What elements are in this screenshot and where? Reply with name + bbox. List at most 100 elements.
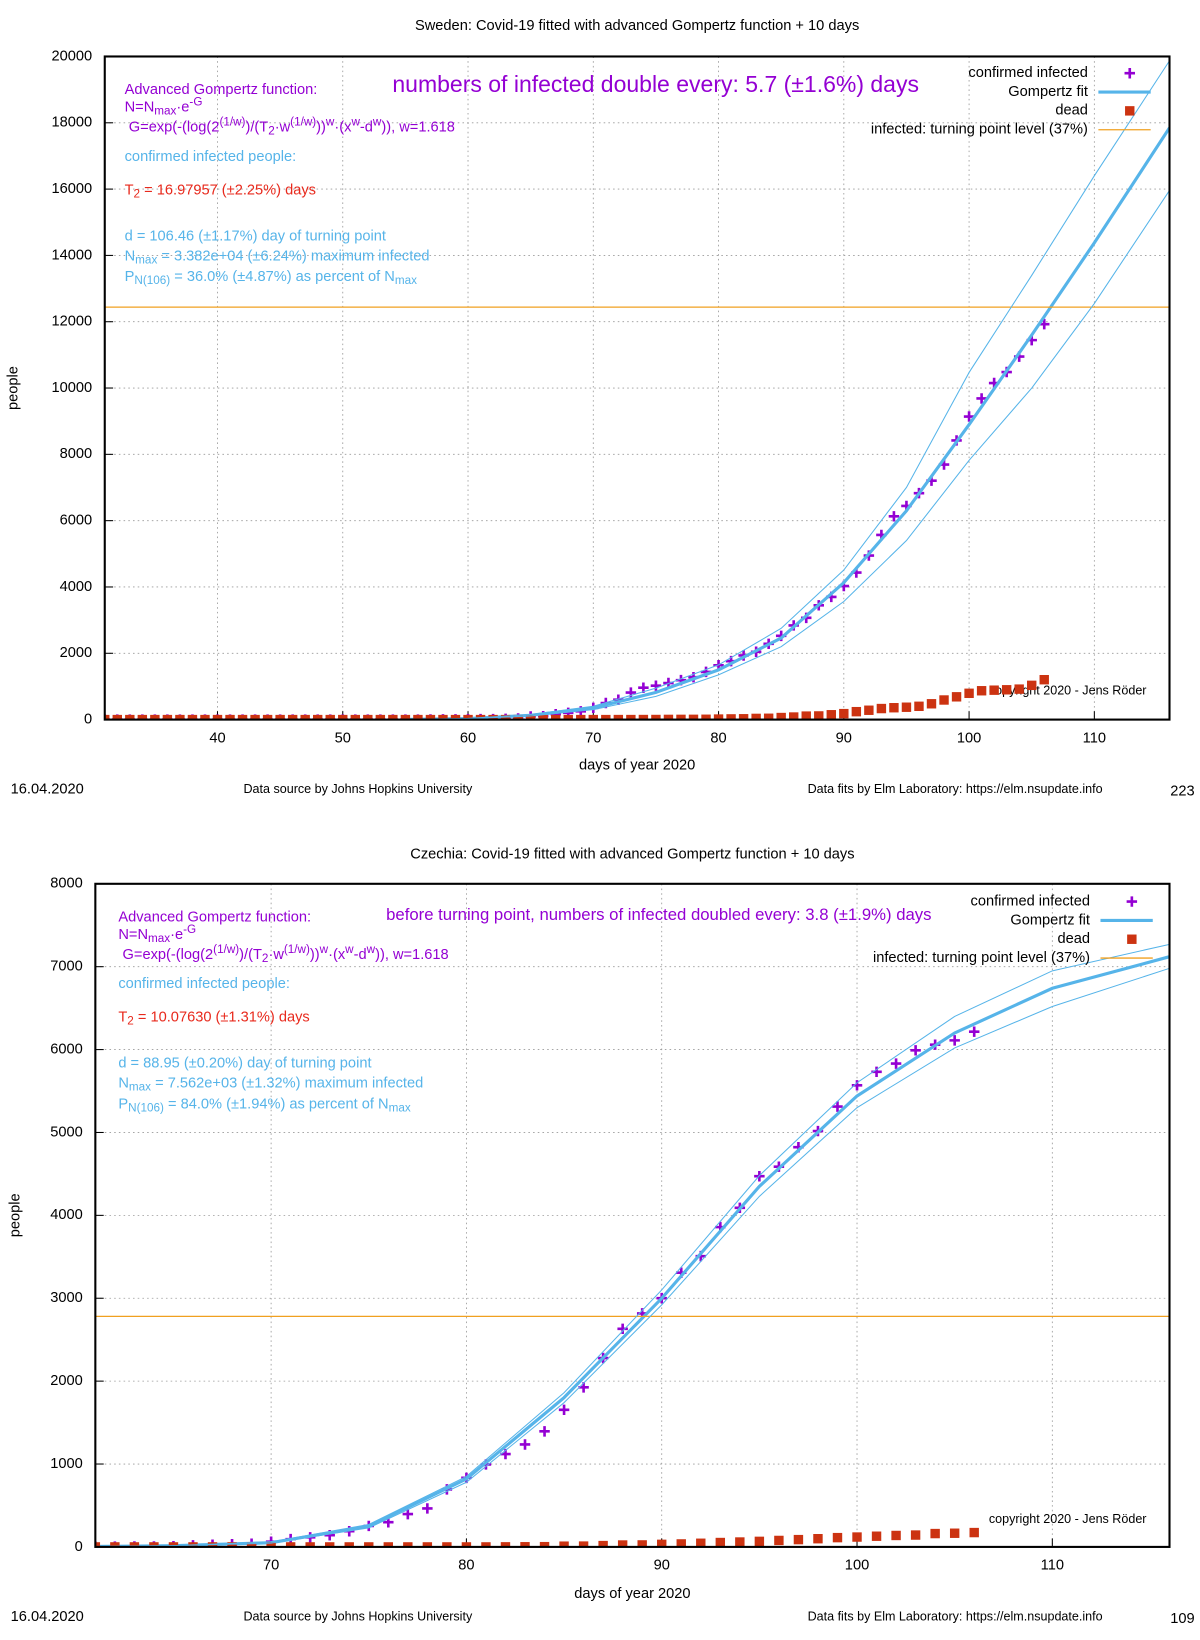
dead-point <box>104 714 110 720</box>
dead-point <box>930 1528 940 1539</box>
annotation-text: ·(x <box>334 119 352 135</box>
annotation-sup: (1/w) <box>219 115 245 128</box>
legend-label: confirmed infected <box>971 893 1090 909</box>
dead-point <box>200 714 210 720</box>
annotation-sup: w <box>344 943 354 956</box>
dead-point <box>926 699 937 709</box>
source-note: Data source by Johns Hopkins University <box>244 782 473 796</box>
dead-point <box>400 714 411 720</box>
x-tick-label: 60 <box>460 730 476 746</box>
annotation: confirmed infected people: <box>125 149 297 165</box>
y-tick-label: 18000 <box>52 115 93 131</box>
y-tick-label: 14000 <box>52 247 93 263</box>
annotation-sup: w <box>325 115 335 128</box>
annotation: d = 88.95 (±0.20%) day of turning point <box>118 1056 371 1072</box>
annotation-sub: max <box>389 1102 411 1115</box>
dead-point <box>776 712 786 720</box>
annotation-text: numbers of infected double every: 5.7 (±… <box>392 71 919 97</box>
annotation-text: P <box>118 1096 128 1112</box>
dead-point <box>237 714 248 720</box>
x-tick-label: 80 <box>458 1558 474 1574</box>
annotation-text: N <box>125 248 136 264</box>
annotation-text: )), w=1.618 <box>375 947 449 963</box>
y-tick-label: 16000 <box>52 181 93 197</box>
dead-point <box>250 714 260 720</box>
dead-point <box>969 1527 979 1538</box>
y-tick-label: 1000 <box>50 1456 83 1472</box>
fit-line <box>95 955 1170 1547</box>
annotation-text: -d <box>354 947 367 963</box>
infected-point <box>617 1323 628 1335</box>
y-tick-label: 7000 <box>50 959 83 975</box>
dead-point <box>801 711 811 720</box>
annotation-sup: -G <box>189 96 202 109</box>
dead-point <box>463 714 473 720</box>
infected-point <box>888 511 900 522</box>
dead-point <box>626 714 636 720</box>
y-axis-label: people <box>8 1193 24 1237</box>
dead-point <box>344 1542 354 1547</box>
fit-band <box>405 60 1170 720</box>
dead-point <box>638 714 649 720</box>
x-tick-label: 50 <box>335 730 351 746</box>
dead-point <box>363 714 373 720</box>
dead-point <box>793 1534 804 1545</box>
dead-point <box>1014 684 1024 694</box>
annotation-sup: -G <box>183 923 196 936</box>
annotation-sup: (1/w) <box>290 115 316 128</box>
dead-point <box>162 714 173 720</box>
plot-area <box>104 60 1170 720</box>
annotation-sup: w <box>372 115 382 128</box>
y-tick-label: 2000 <box>50 1373 83 1389</box>
dead-point <box>212 714 223 720</box>
date: 16.04.2020 <box>11 782 84 798</box>
annotation-text: ·e <box>176 100 189 116</box>
dead-point <box>601 714 611 720</box>
annotation-sub: N(106) <box>134 274 170 287</box>
dead-point <box>375 714 386 720</box>
infected-point <box>968 1026 980 1037</box>
x-tick-label: 40 <box>209 730 225 746</box>
dead-point <box>871 1531 882 1541</box>
annotation-text: N=N <box>125 100 155 116</box>
fit-band <box>95 943 1170 1547</box>
annotation-sub: 2 <box>127 1015 134 1028</box>
dead-point <box>598 1540 608 1547</box>
y-tick-label: 8000 <box>50 876 83 892</box>
annotation-sub: max <box>154 105 176 118</box>
fit-band <box>95 967 1170 1547</box>
dead-point <box>325 714 335 720</box>
dead-point <box>175 714 185 720</box>
dead-point <box>826 710 836 720</box>
infected-point <box>832 1101 843 1112</box>
legend-label: Gompertz fit <box>1010 912 1090 928</box>
dead-point <box>383 1542 394 1547</box>
fit-line <box>405 126 1170 720</box>
dead-point <box>951 692 962 702</box>
dead-point <box>839 708 849 719</box>
dead-point <box>150 714 160 720</box>
dead-point <box>989 685 999 695</box>
dead-point <box>149 1542 159 1547</box>
dead-point <box>538 714 548 720</box>
annotation: G=exp(-(log(2(1/w))/(T2·w(1/w)))w·(xw-dw… <box>123 943 449 965</box>
annotation-text: = 36.0% (±4.87%) as percent of N <box>170 269 395 285</box>
infected-point <box>539 1426 550 1437</box>
annotation-text: Advanced Gompertz function: <box>118 909 311 925</box>
infected-point <box>963 411 975 422</box>
annotation-text: -d <box>360 119 373 135</box>
annotation: Advanced Gompertz function: <box>125 82 318 98</box>
x-tick-label: 90 <box>836 730 852 746</box>
annotation-text: )) <box>310 947 320 963</box>
annotation-text: = 10.07630 (±1.31%) days <box>134 1010 310 1026</box>
y-tick-label: 10000 <box>52 380 93 396</box>
source-note: Data source by Johns Hopkins University <box>244 1609 473 1623</box>
annotation-text: G=exp(-(log(2 <box>129 119 220 135</box>
annotation-text: T <box>125 182 134 198</box>
annotation: N=Nmax·e-G <box>118 923 196 945</box>
dead-point <box>876 703 887 714</box>
dead-point <box>1001 685 1012 695</box>
annotation-sup: (1/w) <box>213 943 239 956</box>
x-axis-label: days of year 2020 <box>579 757 695 773</box>
dead-point <box>701 714 711 720</box>
